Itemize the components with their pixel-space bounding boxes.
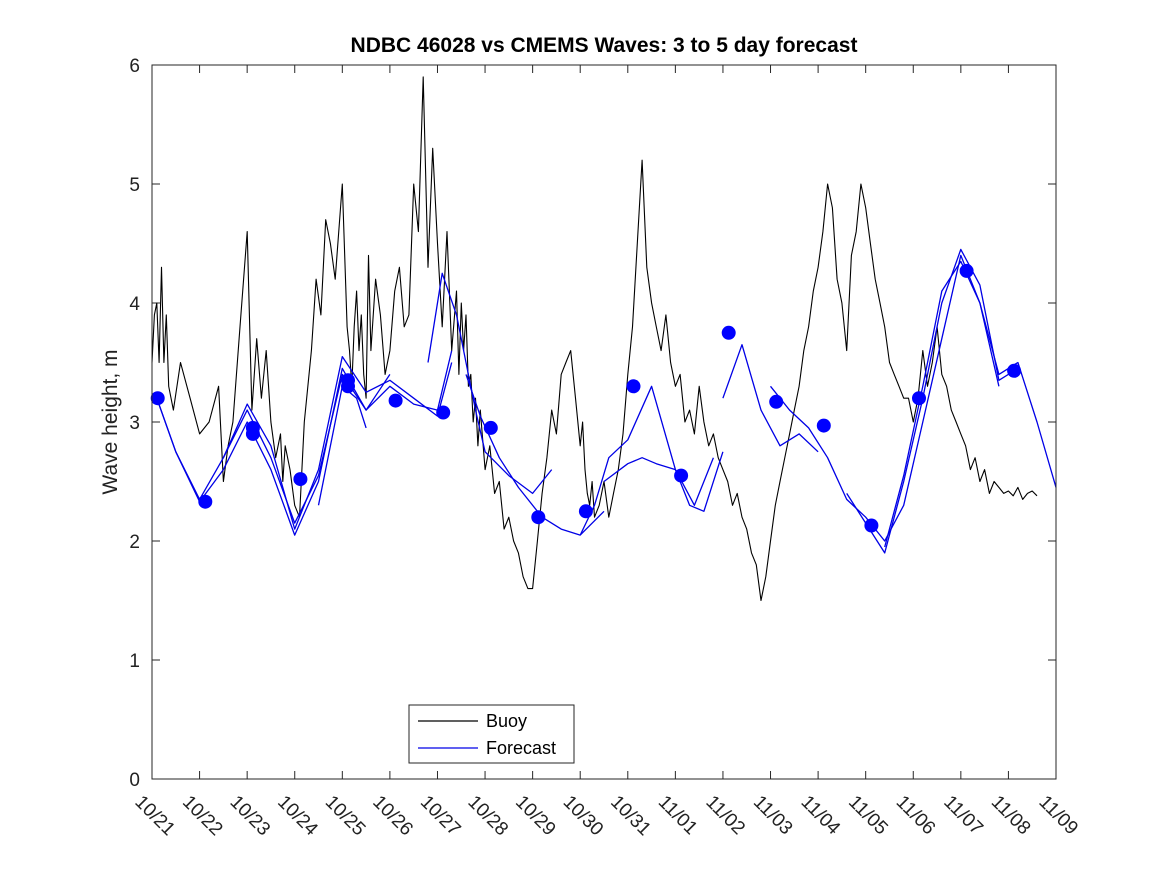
forecast-series-line bbox=[846, 248, 1019, 554]
forecast-marker bbox=[198, 494, 213, 509]
forecast-marker bbox=[674, 468, 689, 483]
axes-box bbox=[151, 64, 1057, 780]
forecast-series-line bbox=[603, 457, 715, 506]
forecast-series-line bbox=[222, 373, 391, 524]
forecast-marker bbox=[721, 325, 736, 340]
y-tick-label: 5 bbox=[129, 175, 140, 196]
forecast-marker bbox=[769, 394, 784, 409]
y-tick-label: 4 bbox=[129, 294, 140, 315]
legend-box bbox=[408, 704, 575, 764]
forecast-marker bbox=[245, 420, 260, 435]
y-tick-label: 3 bbox=[129, 413, 140, 434]
buoy-series-line bbox=[151, 76, 1038, 602]
y-tick-label: 2 bbox=[129, 532, 140, 553]
plot-area bbox=[150, 76, 1057, 602]
forecast-marker bbox=[626, 379, 641, 394]
forecast-series-line bbox=[465, 374, 605, 536]
forecast-series-line bbox=[427, 272, 553, 495]
forecast-marker bbox=[388, 393, 403, 408]
forecast-marker bbox=[912, 391, 926, 406]
forecast-marker bbox=[436, 405, 451, 420]
forecast-series-line bbox=[884, 260, 1000, 548]
y-axis-label: Wave height, m bbox=[99, 349, 122, 494]
forecast-series-line bbox=[579, 385, 724, 536]
y-tick-label: 1 bbox=[129, 651, 140, 672]
forecast-marker bbox=[483, 420, 498, 435]
legend-buoy-label: Buoy bbox=[486, 711, 527, 731]
forecast-marker bbox=[1007, 363, 1022, 378]
forecast-marker bbox=[341, 373, 355, 388]
forecast-marker bbox=[531, 510, 546, 525]
y-tick-label: 6 bbox=[129, 56, 140, 77]
legend-forecast-label: Forecast bbox=[486, 738, 556, 758]
legend: Buoy Forecast bbox=[408, 704, 575, 764]
chart-title: NDBC 46028 vs CMEMS Waves: 3 to 5 day fo… bbox=[351, 34, 858, 57]
forecast-marker bbox=[959, 263, 974, 278]
y-tick-labels: 0 1 2 3 4 5 6 bbox=[129, 56, 140, 791]
axis-ticks bbox=[151, 64, 1057, 780]
forecast-marker bbox=[150, 391, 165, 406]
forecast-marker bbox=[864, 518, 879, 533]
y-tick-label: 0 bbox=[129, 770, 140, 791]
forecast-series-line bbox=[722, 344, 819, 453]
forecast-marker bbox=[816, 418, 831, 433]
forecast-marker bbox=[578, 504, 593, 519]
forecast-marker bbox=[293, 472, 308, 487]
